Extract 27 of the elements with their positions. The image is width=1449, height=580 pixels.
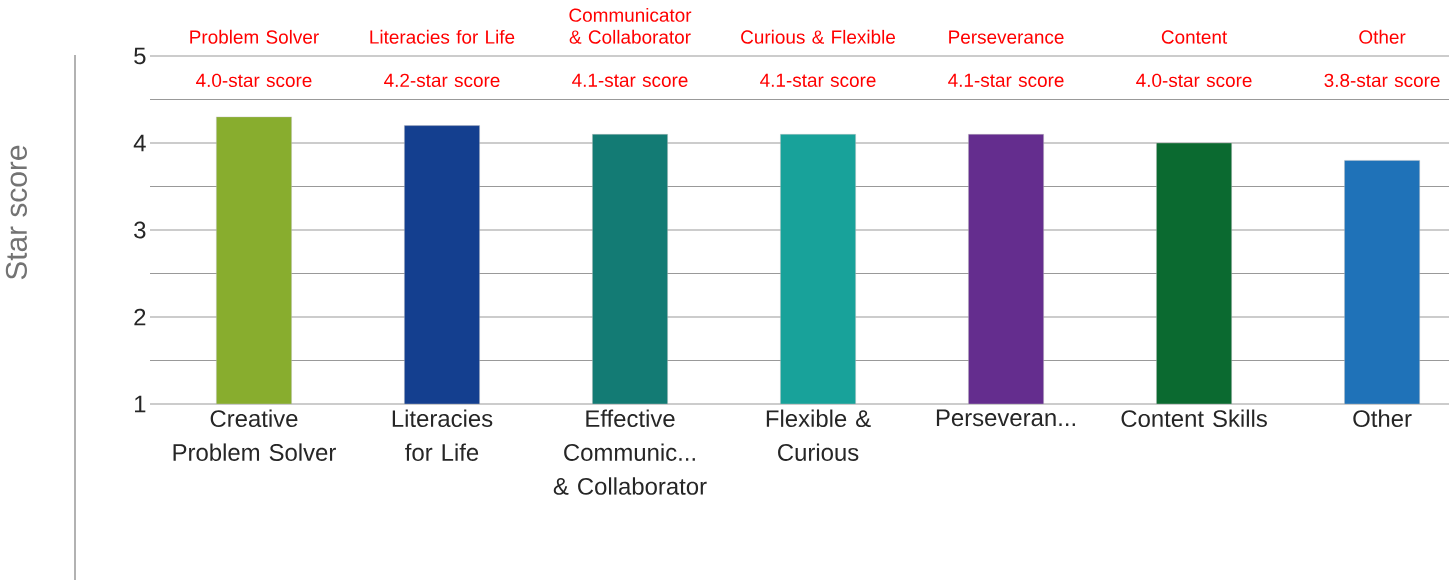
y-tick-label: 5 xyxy=(134,47,146,65)
x-tick-label: Other xyxy=(1353,409,1412,428)
annotation: 4.1-star score xyxy=(760,73,876,87)
y-axis-title: Star score xyxy=(5,145,27,280)
text: Curious & Flexible xyxy=(741,29,895,44)
text: Other xyxy=(1359,29,1406,44)
text: Literacies for Life xyxy=(370,29,515,44)
annotation: 3.8-star score xyxy=(1324,73,1440,88)
text: Problem Solver xyxy=(190,29,319,44)
annotation: 4.2-star score xyxy=(384,73,500,88)
y-tick-label: 2 xyxy=(134,308,146,326)
annotation: 4.1-star score xyxy=(572,73,688,87)
x-tick-label: Creative Problem Solver xyxy=(173,409,336,461)
text: Content xyxy=(1161,30,1228,44)
y-tick-label: 3 xyxy=(134,221,146,239)
x-tick-label: Effective Communic... & Collaborator xyxy=(553,409,707,495)
annotation: 4.1-star score xyxy=(948,73,1064,87)
annotation: 4.0-star score xyxy=(196,73,312,88)
y-tick-label: 4 xyxy=(133,134,146,152)
x-tick-label: Perseveran... xyxy=(936,409,1075,427)
y-tick-label: 1 xyxy=(135,395,146,413)
x-tick-label: Flexible & Curious xyxy=(766,409,871,461)
annotation: 4.0-star score xyxy=(1136,73,1252,88)
text: Perseverance xyxy=(949,30,1064,44)
x-tick-label: Literacies for Life xyxy=(392,409,493,461)
text: Communicator & Collaborator xyxy=(569,7,692,44)
x-tick-label: Content Skills xyxy=(1121,409,1267,428)
